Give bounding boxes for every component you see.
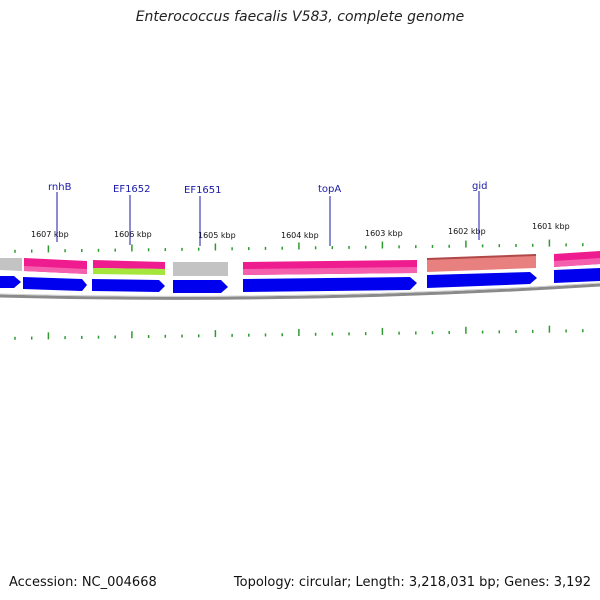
kbp-label: 1607 kbp bbox=[31, 230, 69, 239]
genome-backbone-highlight bbox=[0, 282, 600, 297]
feature-EF1651-cds[interactable] bbox=[173, 262, 228, 276]
forward-strand-features bbox=[0, 251, 600, 276]
feature-arrow-EF1651[interactable] bbox=[173, 280, 228, 293]
feature-EF1652-cds[interactable] bbox=[93, 260, 165, 269]
feature-right-cds-shade bbox=[554, 258, 600, 267]
gene-label-EF1651[interactable]: EF1651 bbox=[184, 185, 222, 196]
feature-EF1652-rna[interactable] bbox=[93, 268, 165, 275]
kbp-label: 1605 kbp bbox=[198, 231, 236, 240]
feature-arrow-EF1652[interactable] bbox=[92, 279, 165, 292]
feature-arrow-left[interactable] bbox=[0, 276, 21, 288]
feature-rnhB-cds-shade bbox=[24, 266, 87, 274]
feature-hypothetical-left[interactable] bbox=[0, 258, 22, 271]
kbp-label: 1601 kbp bbox=[532, 222, 570, 231]
map-title: Enterococcus faecalis V583, complete gen… bbox=[135, 9, 465, 25]
feature-arrow-rnhB[interactable] bbox=[23, 277, 87, 291]
feature-arrow-gid[interactable] bbox=[427, 272, 537, 288]
kbp-label: 1606 kbp bbox=[114, 230, 152, 239]
feature-gid-cds[interactable] bbox=[427, 255, 536, 272]
reverse-strand-features bbox=[0, 268, 600, 293]
feature-gid-cds-edge bbox=[427, 254, 536, 260]
kbp-label: 1604 kbp bbox=[281, 231, 319, 240]
outer-tick-marks bbox=[14, 239, 584, 253]
gene-labels: rnhB EF1652 EF1651 topA gid bbox=[48, 181, 487, 246]
accession-text: Accession: NC_004668 bbox=[9, 575, 157, 590]
genome-backbone bbox=[0, 283, 600, 300]
kbp-scale-labels: 1607 kbp 1606 kbp 1605 kbp 1604 kbp 1603… bbox=[31, 222, 570, 240]
inner-tick-marks bbox=[14, 325, 584, 340]
gene-label-gid[interactable]: gid bbox=[472, 181, 487, 192]
topology-summary-text: Topology: circular; Length: 3,218,031 bp… bbox=[233, 575, 591, 590]
feature-arrow-right[interactable] bbox=[554, 268, 600, 283]
gene-label-EF1652[interactable]: EF1652 bbox=[113, 184, 151, 195]
feature-topA-cds-shade bbox=[243, 267, 417, 275]
gene-label-rnhB[interactable]: rnhB bbox=[48, 182, 72, 193]
feature-arrow-topA[interactable] bbox=[243, 277, 417, 292]
gene-label-topA[interactable]: topA bbox=[318, 184, 341, 195]
kbp-label: 1603 kbp bbox=[365, 229, 403, 238]
kbp-label: 1602 kbp bbox=[448, 227, 486, 236]
